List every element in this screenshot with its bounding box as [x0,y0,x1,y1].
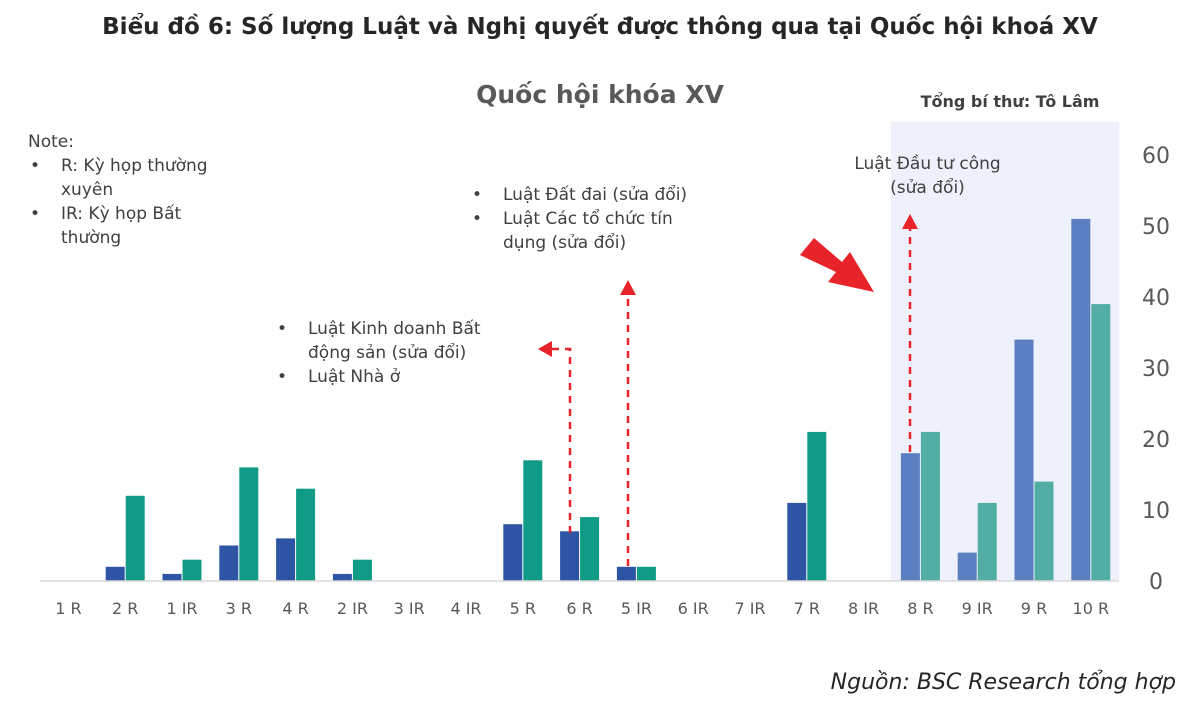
x-tick-label: 8 IR [848,599,879,618]
x-tick-label: 6 R [566,599,592,618]
y-tick-label: 30 [1142,357,1170,382]
note-box: Note: R: Kỳ họp thường xuyên IR: Kỳ họp … [28,130,251,250]
x-tick-label: 9 IR [962,599,993,618]
bar-series-1-3-r [219,545,239,581]
bar-series-2-9-r [1034,481,1054,581]
bar-series-1-2-ir [332,573,352,581]
arrowhead-2 [620,280,636,295]
note-list: R: Kỳ họp thường xuyên IR: Kỳ họp Bất th… [28,154,251,250]
y-tick-label: 40 [1142,286,1170,311]
bar-series-2-7-r [807,431,827,581]
y-tick-label: 20 [1142,428,1170,453]
x-tick-label: 5 R [510,599,536,618]
annotation-item: Luật Các tổ chức tín dụng (sửa đổi) [470,207,688,255]
arrow-line-1 [550,347,572,533]
highlight-label: Tổng bí thư: Tô Lâm [920,92,1100,111]
bar-series-2-5-ir [636,566,656,581]
x-tick-label: 9 R [1021,599,1047,618]
bar-series-2-6-r [580,517,600,581]
arrowhead-3 [902,214,918,229]
bar-series-1-1-ir [162,573,182,581]
annotation-arrows [538,214,918,566]
y-tick-labels: 0 10 20 30 40 50 60 [1142,144,1170,595]
annotation-group-2: Luật Đất đai (sửa đổi) Luật Các tổ chức … [470,183,710,255]
note-item: IR: Kỳ họp Bất thường [28,202,231,250]
note-item: R: Kỳ họp thường xuyên [28,154,251,202]
bar-series-1-10-r [1071,218,1091,581]
figure-title: Biểu đồ 6: Số lượng Luật và Nghị quyết đ… [102,14,1098,40]
big-red-arrow [800,238,874,292]
annotation-item: Luật Đất đai (sửa đổi) [470,183,710,207]
bar-series-2-8-r [920,431,940,581]
bar-series-2-10-r [1091,304,1111,581]
arrowhead-1 [538,341,552,357]
bar-series-1-9-r [1014,339,1034,581]
bar-series-1-4-r [276,538,296,581]
x-tick-label: 7 IR [734,599,765,618]
bar-series-2-4-r [296,488,316,581]
x-tick-label: 7 R [794,599,820,618]
note-heading: Note: [28,132,74,152]
x-tick-labels: 1 R 2 R 1 IR 3 R 4 R 2 IR 3 IR 4 IR 5 R 6 R 5 IR 6 … [55,599,1109,618]
x-tick-label: 8 R [907,599,933,618]
x-tick-label: 6 IR [678,599,709,618]
x-tick-label: 1 R [55,599,81,618]
bar-series-1-6-r [560,531,580,581]
bar-series-2-2-r [125,495,145,581]
y-tick-label: 60 [1142,144,1170,169]
annotation-item: Luật Nhà ở [275,365,525,389]
y-tick-label: 50 [1142,215,1170,240]
bar-series-1-5-r [503,524,523,581]
x-tick-label: 10 R [1073,599,1110,618]
x-tick-label: 3 IR [394,599,425,618]
y-tick-label: 0 [1149,570,1163,595]
annotation-group-1: Luật Kinh doanh Bất động sản (sửa đổi) L… [275,317,525,389]
y-tick-label: 10 [1142,499,1170,524]
x-tick-label: 2 R [112,599,138,618]
x-tick-label: 4 IR [450,599,481,618]
bar-series-2-2-ir [352,559,372,581]
bars-layer [105,218,1111,581]
chart-title: Quốc hội khóa XV [476,80,724,109]
bar-series-1-9-ir [957,552,977,581]
x-tick-label: 1 IR [166,599,197,618]
bar-series-2-5-r [523,460,543,581]
x-tick-label: 2 IR [337,599,368,618]
annotation-item: Luật Kinh doanh Bất động sản (sửa đổi) [275,317,513,365]
x-tick-label: 4 R [282,599,308,618]
annotation-group-3: Luật Đầu tư công (sửa đổi) [854,154,1001,198]
bar-series-1-5-ir [616,566,636,581]
bar-series-2-3-r [239,467,259,581]
x-tick-label: 3 R [226,599,252,618]
bar-series-1-8-r [900,453,920,581]
bar-series-2-1-ir [182,559,202,581]
bar-series-2-9-ir [977,502,997,581]
bar-series-1-2-r [105,566,125,581]
bar-series-1-7-r [787,502,807,581]
x-tick-label: 5 IR [621,599,652,618]
source-note: Nguồn: BSC Research tổng hợp [830,670,1176,695]
